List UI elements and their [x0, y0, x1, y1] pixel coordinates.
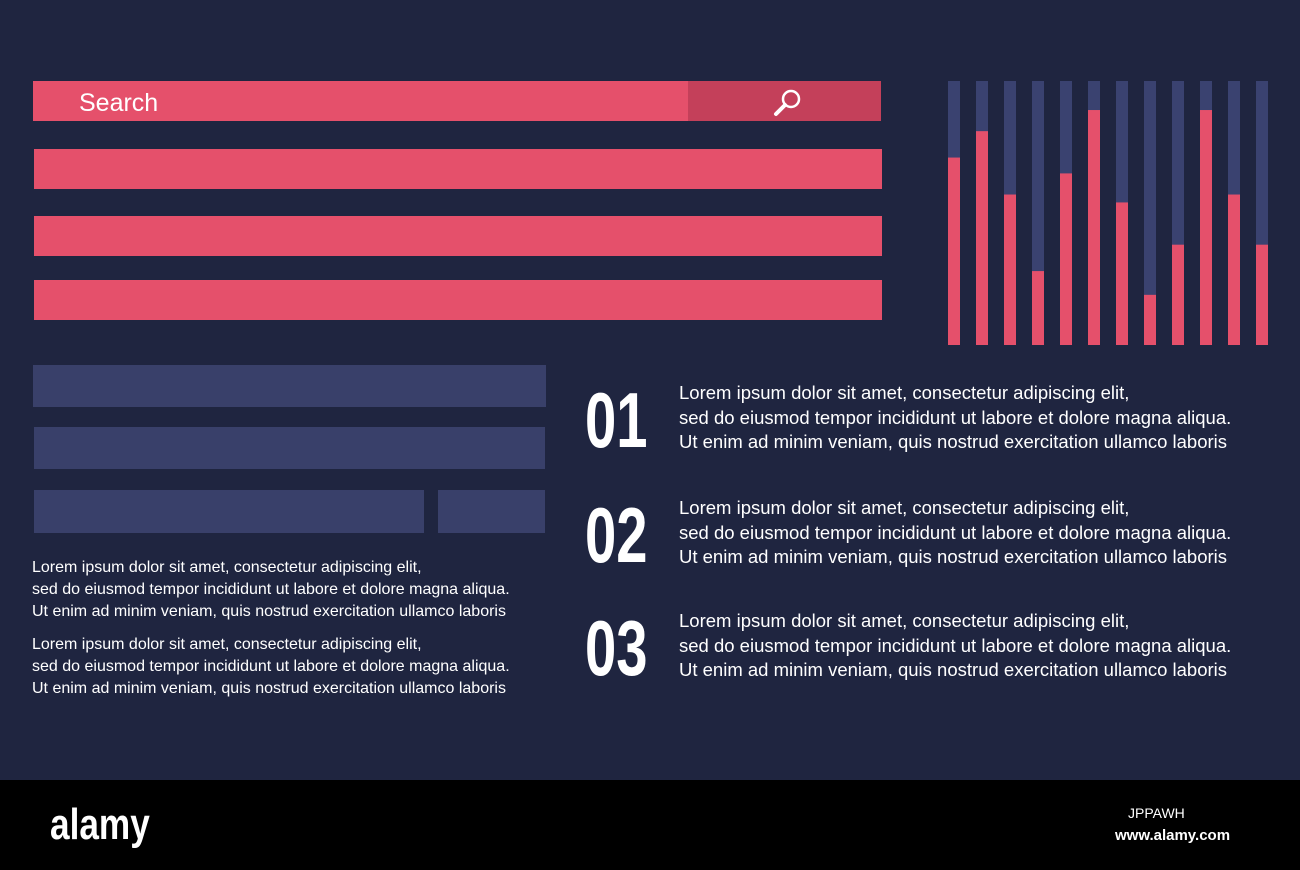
- bar: [1088, 110, 1100, 345]
- search-icon: [774, 89, 801, 116]
- item-line: sed do eiusmod tempor incididunt ut labo…: [679, 521, 1232, 543]
- input-field[interactable]: [34, 490, 424, 533]
- pink-field[interactable]: [34, 149, 882, 189]
- item-number: 03: [585, 604, 648, 692]
- bar: [1116, 202, 1128, 345]
- bar-track: [1144, 81, 1156, 345]
- bar: [1060, 173, 1072, 345]
- paragraph-line: Ut enim ad minim veniam, quis nostrud ex…: [32, 680, 506, 697]
- pink-field[interactable]: [34, 216, 882, 256]
- paragraph-line: Lorem ipsum dolor sit amet, consectetur …: [32, 636, 422, 653]
- bar: [1228, 194, 1240, 345]
- bar: [1200, 110, 1212, 345]
- item-line: Ut enim ad minim veniam, quis nostrud ex…: [679, 659, 1228, 680]
- footer: alamy JPPAWH www.alamy.com: [0, 780, 1300, 870]
- search-button[interactable]: [688, 81, 881, 121]
- footer-url: www.alamy.com: [1115, 827, 1231, 844]
- item-line: sed do eiusmod tempor incididunt ut labo…: [679, 634, 1232, 656]
- search-placeholder: Search: [79, 89, 159, 117]
- bar: [1144, 294, 1156, 345]
- item-line: Lorem ipsum dolor sit amet, consectetur …: [679, 497, 1130, 518]
- input-button[interactable]: [438, 490, 545, 533]
- bar: [976, 131, 988, 345]
- item-number: 02: [585, 491, 648, 579]
- item-line: Lorem ipsum dolor sit amet, consectetur …: [679, 382, 1130, 403]
- bar-chart: [948, 81, 1268, 345]
- pink-field[interactable]: [34, 280, 882, 320]
- search-bar[interactable]: Search: [33, 81, 881, 121]
- bar: [1004, 194, 1016, 345]
- input-field[interactable]: [34, 427, 545, 469]
- paragraph-line: sed do eiusmod tempor incididunt ut labo…: [32, 658, 510, 675]
- input-field[interactable]: [33, 365, 546, 407]
- item-line: Lorem ipsum dolor sit amet, consectetur …: [679, 610, 1130, 631]
- image-id: JPPAWH: [1128, 805, 1185, 821]
- bar: [1032, 271, 1044, 345]
- paragraph-line: sed do eiusmod tempor incididunt ut labo…: [32, 581, 510, 598]
- paragraph-line: Lorem ipsum dolor sit amet, consectetur …: [32, 559, 422, 576]
- bar: [1256, 244, 1268, 345]
- item-line: sed do eiusmod tempor incididunt ut labo…: [679, 406, 1232, 428]
- bar: [948, 157, 960, 345]
- item-number: 01: [585, 376, 648, 464]
- item-line: Ut enim ad minim veniam, quis nostrud ex…: [679, 546, 1228, 567]
- footer-logo: alamy: [50, 800, 150, 849]
- bar: [1172, 244, 1184, 345]
- item-line: Ut enim ad minim veniam, quis nostrud ex…: [679, 431, 1228, 452]
- paragraph-line: Ut enim ad minim veniam, quis nostrud ex…: [32, 603, 506, 620]
